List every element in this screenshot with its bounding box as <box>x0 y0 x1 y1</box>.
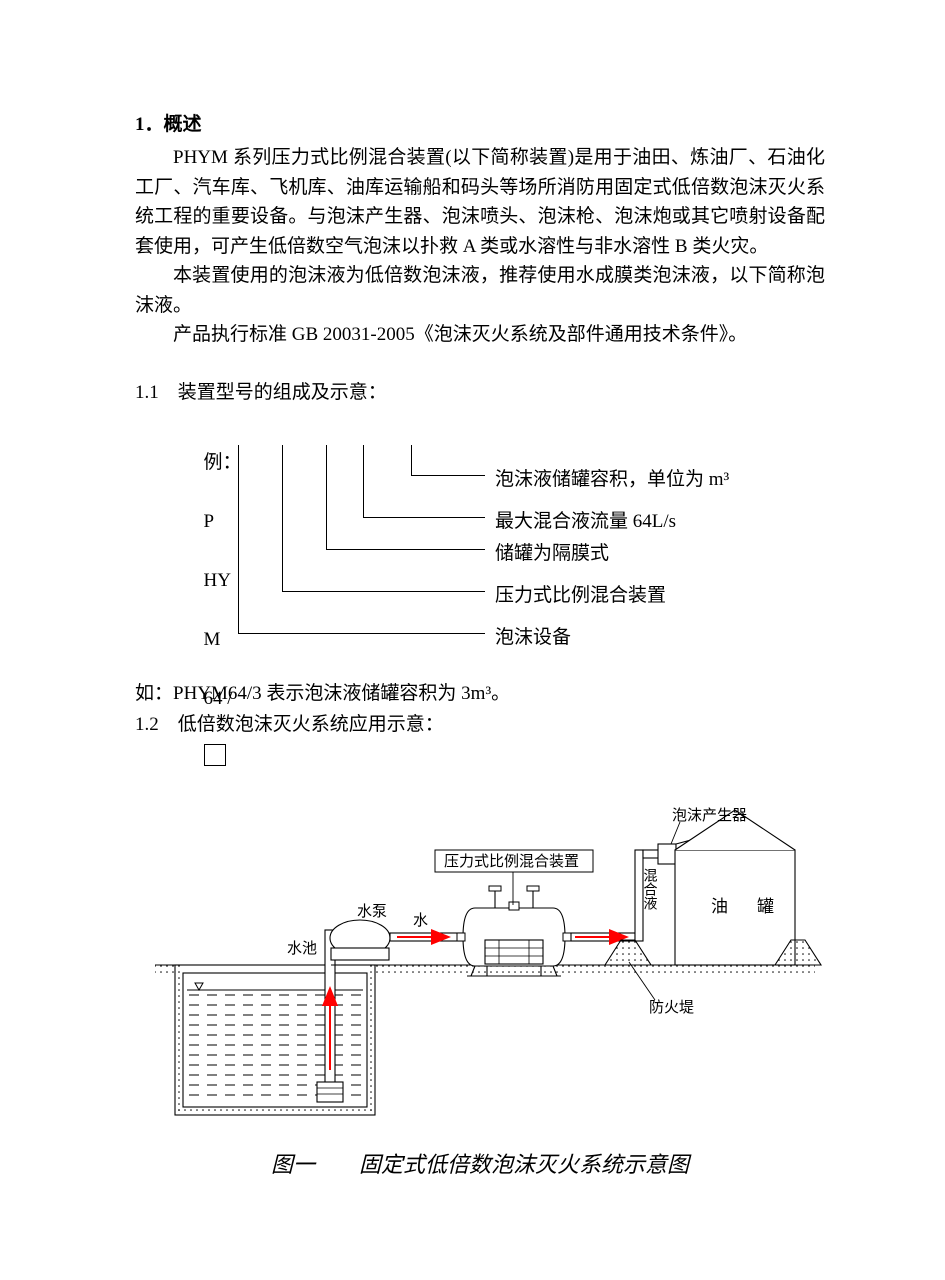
connector-line <box>326 549 485 550</box>
oil-tank-shape <box>675 810 795 965</box>
connector-line <box>363 445 364 517</box>
code-part-hy: HY <box>204 566 231 595</box>
model-label-foam-eq: 泡沫设备 <box>495 623 571 652</box>
model-label-pressure: 压力式比例混合装置 <box>495 581 666 610</box>
connector-line <box>238 633 485 634</box>
label-dike: 防火堤 <box>649 999 694 1016</box>
section-1-1-heading: 1.1 装置型号的组成及示意： <box>135 378 825 407</box>
mixing-device <box>457 886 571 976</box>
figure-caption: 图一 固定式低倍数泡沫灭火系统示意图 <box>135 1148 825 1182</box>
section-1-para-2: 本装置使用的泡沫液为低倍数泡沫液，推荐使用水成膜类泡沫液，以下简称泡沫液。 <box>135 261 825 320</box>
model-label-volume: 泡沫液储罐容积，单位为 m³ <box>495 465 729 494</box>
label-mix-liquid: 混合液 <box>642 868 658 910</box>
code-part-p: P <box>204 507 215 536</box>
section-1-para-3: 产品执行标准 GB 20031-2005《泡沫灭火系统及部件通用技术条件》。 <box>135 320 825 349</box>
section-1-heading: 1．概述 <box>135 110 825 139</box>
label-foam-generator: 泡沫产生器 <box>672 807 747 824</box>
section-1-para-1: PHYM 系列压力式比例混合装置(以下简称装置)是用于油田、炼油厂、石油化工厂、… <box>135 143 825 261</box>
model-label-membrane: 储罐为隔膜式 <box>495 539 609 568</box>
code-part-64: 64 / <box>204 684 233 713</box>
model-code-diagram: 例： P HY M 64 / 泡沫液储罐容积，单位为 m³ 最大混合液流量 64… <box>175 419 825 679</box>
code-part-m: M <box>204 625 221 654</box>
system-diagram-figure: 压力式比例混合装置 泡沫产生器 油 罐 水泵 水 水池 混合液 防火堤 <box>135 790 825 1130</box>
water-pool <box>175 965 375 1115</box>
model-code-row: 例： P HY M 64 / <box>175 419 242 802</box>
label-pump: 水泵 <box>357 903 387 920</box>
model-label-flow: 最大混合液流量 64L/s <box>495 507 676 536</box>
label-pool: 水池 <box>287 940 317 957</box>
connector-line <box>411 445 412 475</box>
system-diagram-svg: 压力式比例混合装置 泡沫产生器 油 罐 水泵 水 水池 混合液 防火堤 <box>135 790 825 1130</box>
label-water: 水 <box>413 912 428 929</box>
water-pump <box>330 920 390 965</box>
example-prefix: 例： <box>204 448 242 477</box>
connector-line <box>282 445 283 591</box>
code-part-placeholder-box <box>204 744 226 766</box>
connector-line <box>238 445 239 633</box>
pipe-pump-to-mixer <box>390 933 462 941</box>
fire-dike-left <box>605 940 651 965</box>
connector-line <box>282 591 485 592</box>
connector-line <box>363 517 485 518</box>
label-oil-tank: 油 罐 <box>711 897 780 916</box>
label-mixing-device: 压力式比例混合装置 <box>444 853 579 870</box>
connector-line <box>411 475 485 476</box>
connector-line <box>326 445 327 549</box>
